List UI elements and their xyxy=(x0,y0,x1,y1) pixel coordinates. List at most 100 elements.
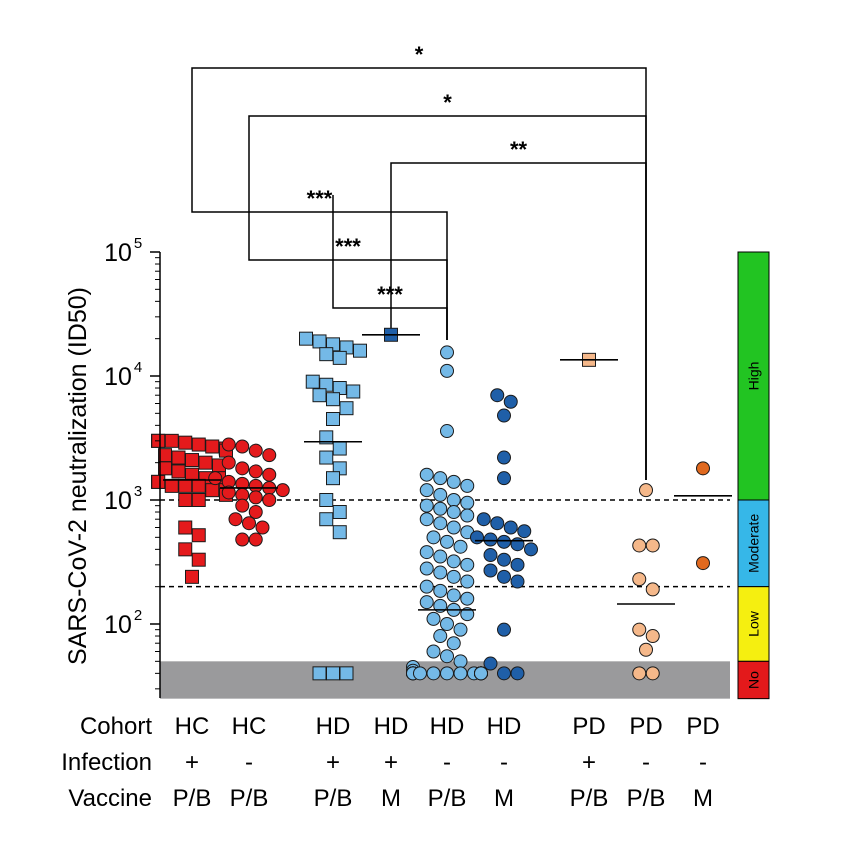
data-point-circle xyxy=(419,467,434,482)
data-point-square xyxy=(312,388,327,403)
data-point-circle xyxy=(510,574,525,589)
data-point-circle xyxy=(474,666,488,681)
significance-bracket xyxy=(248,180,448,340)
data-point-circle xyxy=(248,532,263,547)
category-label-infection: - xyxy=(500,749,508,776)
category-label-cohort: HD xyxy=(487,713,522,740)
data-point-square xyxy=(171,450,186,465)
data-point-circle xyxy=(235,461,250,476)
data-point-circle xyxy=(419,498,434,513)
data-point-square xyxy=(326,392,340,407)
data-point-square xyxy=(326,471,340,486)
data-point-circle xyxy=(503,520,518,535)
data-point-circle xyxy=(446,588,461,603)
category-label-vaccine: M xyxy=(381,785,401,812)
row-label-infection: Infection xyxy=(61,749,152,776)
data-point-circle xyxy=(221,455,236,470)
data-point-square xyxy=(185,569,199,584)
data-point-circle xyxy=(446,569,461,584)
category-label-infection: - xyxy=(443,749,451,776)
data-point-square xyxy=(185,453,199,468)
significance-brackets-layer: ************* xyxy=(191,42,647,480)
data-point-circle xyxy=(208,471,223,486)
data-point-circle xyxy=(645,629,660,644)
data-point-square xyxy=(319,430,334,445)
titer-band-label: Moderate xyxy=(746,514,762,573)
category-label-cohort: HD xyxy=(374,713,409,740)
data-point-circle xyxy=(460,478,475,493)
data-point-square xyxy=(191,437,206,452)
data-point-circle xyxy=(221,437,236,452)
data-point-square xyxy=(191,493,206,507)
data-point-circle xyxy=(235,498,250,513)
data-point-square xyxy=(332,505,347,520)
data-point-circle xyxy=(433,565,448,580)
significance-bracket xyxy=(191,67,647,480)
data-point-circle xyxy=(483,548,498,563)
data-point-circle xyxy=(446,554,461,569)
data-point-square xyxy=(164,433,179,448)
y-tick-label: 10 xyxy=(104,363,132,391)
data-point-circle xyxy=(460,574,475,589)
titer-band-label: High xyxy=(746,362,762,391)
data-point-circle xyxy=(453,622,468,637)
category-label-vaccine: P/B xyxy=(230,785,269,812)
data-point-circle xyxy=(460,495,475,510)
titer-band xyxy=(737,251,770,501)
category-labels: Cohort Infection Vaccine HC + P/B HC - P/B HD +… xyxy=(61,713,719,812)
significance-bracket xyxy=(390,162,647,480)
data-point-circle xyxy=(632,572,647,587)
data-point-circle xyxy=(696,556,710,571)
data-point-circle xyxy=(419,561,434,576)
data-point-square xyxy=(319,347,334,362)
data-point-circle xyxy=(426,530,441,545)
data-point-circle xyxy=(632,666,647,681)
data-point-circle xyxy=(419,483,434,498)
significance-label: ** xyxy=(510,137,528,162)
category-label-cohort: PD xyxy=(629,713,662,740)
data-point-circle xyxy=(470,530,484,545)
category-label-infection: - xyxy=(245,749,253,776)
data-point-circle xyxy=(419,595,434,610)
data-points-layer xyxy=(151,327,710,681)
data-point-circle xyxy=(497,569,511,584)
data-point-circle xyxy=(446,636,461,651)
y-tick-exponent: 5 xyxy=(134,235,142,252)
data-point-square xyxy=(332,525,347,540)
y-tick-exponent: 3 xyxy=(134,483,142,500)
significance-label: *** xyxy=(377,282,403,307)
data-point-square xyxy=(346,384,361,399)
data-point-circle xyxy=(446,474,461,489)
data-point-circle xyxy=(460,557,475,572)
data-point-circle xyxy=(483,656,498,671)
y-axis-label: SARS-CoV-2 neutralization (ID50) xyxy=(64,287,92,665)
data-point-circle xyxy=(221,485,236,500)
data-point-square xyxy=(339,401,354,416)
data-point-square xyxy=(178,435,193,450)
category-label-vaccine: P/B xyxy=(627,785,666,812)
data-point-square xyxy=(191,552,206,567)
data-point-circle xyxy=(453,654,468,669)
significance-label: *** xyxy=(335,234,361,259)
category-label-vaccine: M xyxy=(494,785,514,812)
data-point-square xyxy=(191,528,206,543)
data-point-circle xyxy=(426,611,441,626)
category-label-cohort: HD xyxy=(316,713,351,740)
data-point-square xyxy=(198,455,213,470)
data-point-circle xyxy=(497,450,511,465)
data-point-circle xyxy=(483,532,498,547)
category-label-vaccine: P/B xyxy=(570,785,609,812)
data-point-circle xyxy=(460,508,475,523)
category-label-infection: + xyxy=(384,749,398,776)
data-point-circle xyxy=(497,408,511,423)
data-point-circle xyxy=(262,467,277,482)
data-point-circle xyxy=(453,539,468,554)
data-point-circle xyxy=(632,538,647,553)
data-point-circle xyxy=(248,490,263,505)
data-point-circle xyxy=(497,534,511,549)
data-point-square xyxy=(178,542,193,557)
data-point-square xyxy=(151,474,166,489)
data-point-circle xyxy=(497,471,511,486)
data-point-circle xyxy=(248,443,263,458)
data-point-circle xyxy=(248,505,263,520)
